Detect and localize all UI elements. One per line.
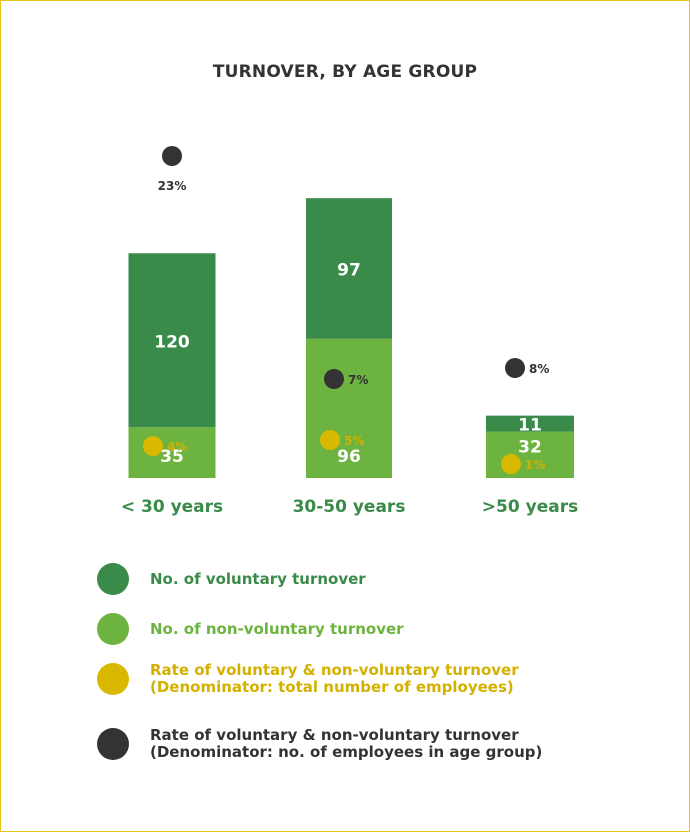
bar-voluntary <box>306 198 392 339</box>
category-label: >50 years <box>482 497 578 517</box>
bar-non-voluntary <box>128 427 216 478</box>
chart-title: TURNOVER, BY AGE GROUP <box>212 62 478 82</box>
rate-total-label: 5% <box>344 434 364 448</box>
value-label-non-voluntary: 32 <box>518 438 542 458</box>
bar-voluntary <box>486 415 574 432</box>
rate-total-marker <box>501 454 521 474</box>
bar-voluntary <box>128 253 216 428</box>
rate-group-marker <box>162 146 182 166</box>
value-label-voluntary: 11 <box>518 416 542 436</box>
rate-group-label: 8% <box>529 362 549 376</box>
category-label: < 30 years <box>121 497 223 517</box>
rate-group-marker <box>324 369 344 389</box>
legend-label-voluntary: No. of voluntary turnover <box>150 569 366 588</box>
rate-total-marker <box>320 430 340 450</box>
non-voluntary-swatch <box>97 613 129 645</box>
rate-total-label: 1% <box>525 458 545 472</box>
legend-label-rate-total: Rate of voluntary & non-voluntary turnov… <box>150 661 519 696</box>
rate-total-marker <box>143 436 163 456</box>
value-label-voluntary: 97 <box>337 260 361 280</box>
value-label-voluntary: 120 <box>154 332 190 352</box>
turnover-chart: 35 120 < 30 years 4% 23% 96 97 30-50 years 5% 7% 3… <box>121 146 578 517</box>
rate-total-label: 4% <box>167 440 187 454</box>
rate-group-label: 7% <box>348 373 368 387</box>
rate-group-swatch <box>97 728 129 760</box>
value-label-non-voluntary: 96 <box>337 447 361 467</box>
rate-group-marker <box>505 358 525 378</box>
bar-non-voluntary <box>486 431 574 478</box>
legend-label-rate-group: Rate of voluntary & non-voluntary turnov… <box>150 726 543 761</box>
rate-group-label: 23% <box>158 179 187 193</box>
bar-non-voluntary <box>306 338 392 478</box>
legend-item-non-voluntary: No. of non-voluntary turnover <box>97 613 404 645</box>
rate-total-swatch <box>97 663 129 695</box>
value-label-non-voluntary: 35 <box>160 447 184 467</box>
category-label: 30-50 years <box>293 497 406 517</box>
legend-item-rate-total: Rate of voluntary & non-voluntary turnov… <box>97 662 519 696</box>
voluntary-swatch <box>97 563 129 595</box>
legend-item-voluntary: No. of voluntary turnover <box>97 563 366 595</box>
legend-item-rate-group: Rate of voluntary & non-voluntary turnov… <box>97 727 542 761</box>
legend-label-non-voluntary: No. of non-voluntary turnover <box>150 619 404 638</box>
